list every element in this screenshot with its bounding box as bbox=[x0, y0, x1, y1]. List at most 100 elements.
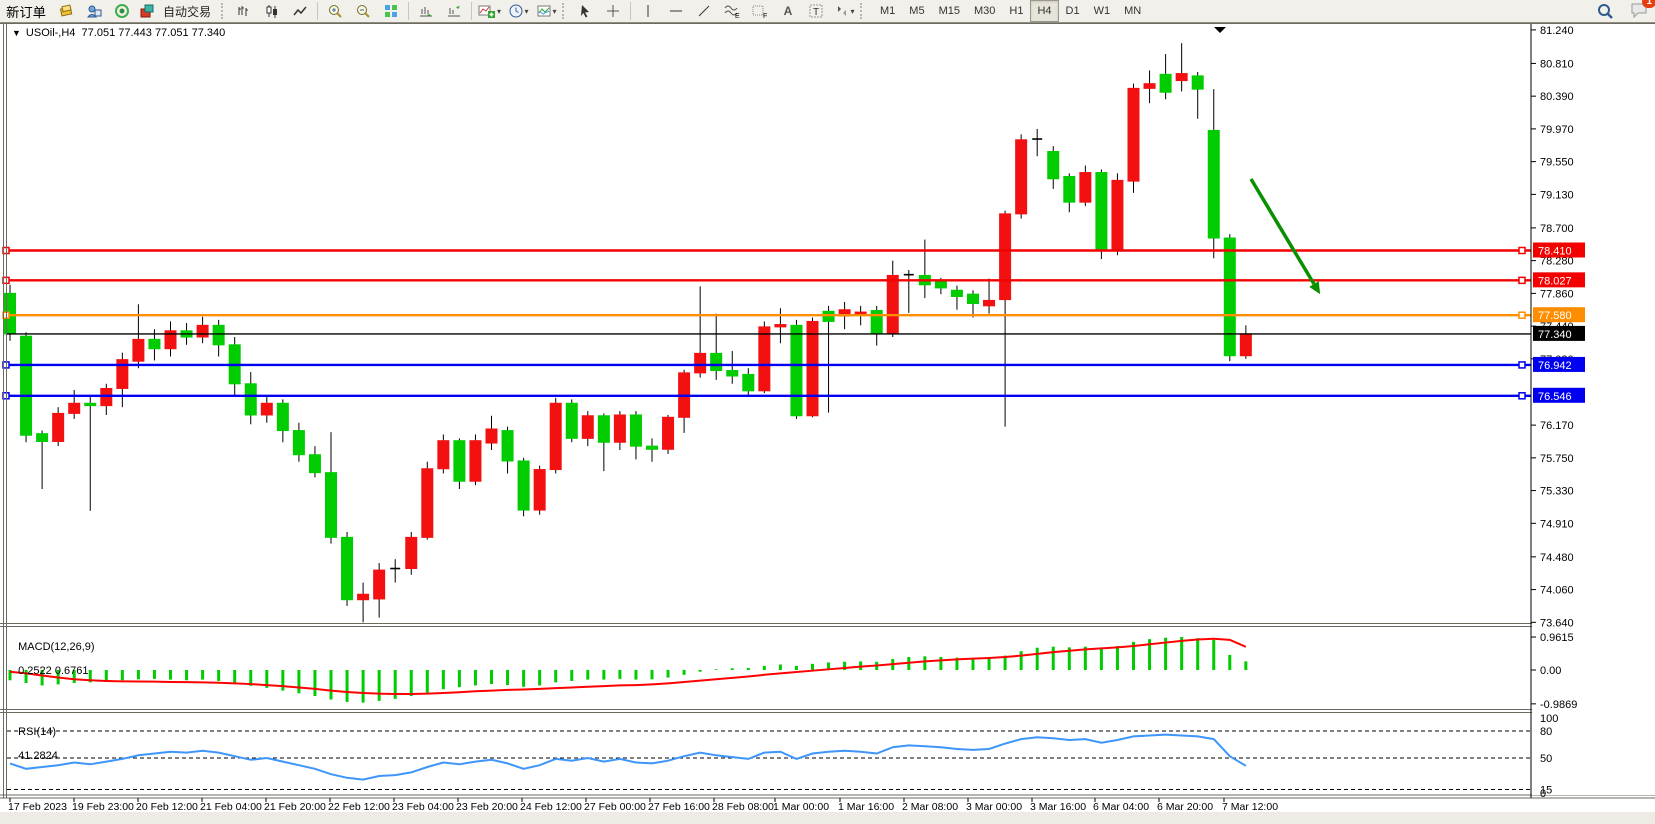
bull-candle bbox=[774, 324, 787, 328]
text-tool-icon[interactable]: A bbox=[783, 4, 793, 18]
indicators-icon[interactable]: ▾ bbox=[475, 0, 504, 22]
time-tick-label: 20 Feb 12:00 bbox=[136, 801, 198, 813]
bear-candle bbox=[212, 324, 225, 346]
hline-endpoint-marker bbox=[1518, 392, 1526, 400]
bull-candle bbox=[1239, 333, 1252, 357]
bear-candle bbox=[84, 402, 97, 407]
trendline-tool-icon[interactable] bbox=[690, 0, 718, 22]
bull-candle bbox=[196, 324, 209, 338]
price-tick-label: 80.390 bbox=[1540, 91, 1574, 103]
time-tick-label: 23 Feb 04:00 bbox=[392, 801, 454, 813]
bull-candle bbox=[758, 326, 771, 392]
timeframe-button-w1[interactable]: W1 bbox=[1093, 5, 1111, 17]
zoom-out-icon[interactable] bbox=[349, 0, 377, 22]
bear-candle bbox=[742, 373, 755, 392]
bear-candle bbox=[341, 536, 354, 601]
shapes-tool-icon[interactable]: ▾ bbox=[830, 0, 858, 22]
bear-candle bbox=[244, 383, 257, 416]
time-tick-label: 24 Feb 12:00 bbox=[520, 801, 582, 813]
bull-candle bbox=[983, 299, 996, 307]
bar-chart-icon[interactable] bbox=[230, 0, 258, 22]
rsi-tick-label: 15 bbox=[1540, 785, 1552, 797]
bear-candle bbox=[646, 445, 658, 450]
rsi-tick-label: 0 bbox=[1540, 788, 1546, 800]
grid-tool-icon[interactable]: F bbox=[746, 0, 774, 22]
bull-candle bbox=[52, 412, 65, 442]
fibonacci-tool-icon[interactable]: E bbox=[718, 0, 746, 22]
data-window-icon[interactable] bbox=[80, 0, 108, 22]
bear-candle bbox=[36, 433, 49, 442]
price-tick-label: 74.910 bbox=[1540, 518, 1574, 530]
notification-badge: 1 bbox=[1642, 0, 1655, 8]
search-icon[interactable] bbox=[1591, 0, 1619, 22]
period-clock-icon[interactable]: ▾ bbox=[504, 0, 532, 22]
line-chart-icon[interactable] bbox=[286, 0, 314, 22]
price-tick-label: 77.860 bbox=[1540, 288, 1574, 300]
time-tick-label: 6 Mar 04:00 bbox=[1093, 801, 1149, 813]
main-toolbar: 新订单 自动交易 ▾ ▾ ▾ bbox=[0, 0, 1655, 23]
horizontal-line-tool-icon[interactable] bbox=[662, 0, 690, 22]
auto-scroll-icon[interactable] bbox=[412, 0, 440, 22]
symbol-dropdown-icon[interactable]: ▼ bbox=[12, 28, 21, 38]
hline-endpoint-marker bbox=[1518, 361, 1526, 369]
bear-candle bbox=[934, 281, 947, 289]
notifications-chat-icon[interactable]: 1 bbox=[1629, 0, 1655, 22]
rsi-value: 41.2824 bbox=[18, 750, 58, 762]
new-order-button[interactable]: 新订单 bbox=[0, 1, 52, 21]
bear-candle bbox=[790, 324, 803, 417]
auto-trading-label: 自动交易 bbox=[162, 4, 211, 19]
hline-price-label-bg bbox=[1533, 387, 1585, 403]
bear-candle bbox=[597, 415, 610, 443]
price-tick-label: 75.750 bbox=[1540, 453, 1574, 465]
toolbar-grip bbox=[860, 3, 867, 19]
bear-candle bbox=[517, 460, 530, 511]
rsi-indicator-label: RSI(14) 41.2824 bbox=[12, 714, 58, 762]
candlestick-chart-icon[interactable] bbox=[258, 0, 286, 22]
cursor-icon[interactable] bbox=[571, 0, 599, 22]
timeframe-button-m15[interactable]: M15 bbox=[938, 5, 960, 17]
macd-indicator-label: MACD(12,26,9) 0.2522 0.6761 bbox=[12, 629, 95, 677]
vertical-line-tool-icon[interactable] bbox=[634, 0, 662, 22]
timeframe-button-m30[interactable]: M30 bbox=[973, 5, 996, 17]
market-watch-icon[interactable] bbox=[52, 0, 80, 22]
timeframe-button-d1[interactable]: D1 bbox=[1065, 5, 1080, 17]
price-tick-label: 81.240 bbox=[1540, 25, 1574, 37]
auto-trading-button[interactable]: 自动交易 bbox=[136, 0, 219, 22]
signals-icon[interactable] bbox=[108, 0, 136, 22]
chevron-down-icon: ▾ bbox=[552, 6, 557, 16]
bear-candle bbox=[1047, 151, 1060, 180]
bear-candle bbox=[501, 430, 514, 462]
bull-candle bbox=[1143, 83, 1156, 89]
bear-candle bbox=[20, 335, 33, 436]
time-tick-label: 21 Feb 04:00 bbox=[200, 801, 262, 813]
crosshair-icon[interactable] bbox=[599, 0, 627, 22]
chart-shift-icon[interactable] bbox=[440, 0, 468, 22]
zoom-in-icon[interactable] bbox=[321, 0, 349, 22]
template-icon[interactable]: ▾ bbox=[532, 0, 560, 22]
fibo-letter: E bbox=[735, 13, 740, 19]
annotation-arrow[interactable] bbox=[1249, 178, 1316, 285]
timeframe-button-mn[interactable]: MN bbox=[1124, 5, 1142, 17]
timeframe-button-m1[interactable]: M1 bbox=[880, 5, 896, 17]
current-price-label: 77.340 bbox=[1538, 329, 1572, 341]
price-axis[interactable]: 81.240 80.810 80.390 79.970 79.550 79.130 78.7… bbox=[1531, 25, 1585, 800]
bear-candle bbox=[148, 338, 161, 350]
macd-name: MACD(12,26,9) bbox=[18, 641, 95, 653]
time-tick-label: 6 Mar 20:00 bbox=[1157, 801, 1213, 813]
time-tick-label: 1 Mar 00:00 bbox=[773, 801, 829, 813]
timeframe-button-h4[interactable]: H4 bbox=[1030, 0, 1059, 22]
time-tick-label: 17 Feb 2023 bbox=[8, 801, 67, 813]
bear-candle bbox=[325, 472, 337, 538]
chevron-down-icon: ▾ bbox=[497, 6, 502, 16]
rsi-tick-label: 50 bbox=[1540, 753, 1552, 765]
bear-candle bbox=[710, 352, 723, 372]
bottom-strip bbox=[0, 812, 1655, 824]
grid-letter: F bbox=[763, 13, 767, 19]
tile-windows-icon[interactable] bbox=[377, 0, 405, 22]
time-axis[interactable]: 17 Feb 2023 19 Feb 23:00 20 Feb 12:00 21 Fe… bbox=[8, 798, 1278, 813]
label-tool-icon[interactable]: T bbox=[802, 0, 830, 22]
bull-candle bbox=[421, 468, 434, 538]
timeframe-button-m5[interactable]: M5 bbox=[909, 5, 925, 17]
timeframe-button-h1[interactable]: H1 bbox=[1009, 5, 1024, 17]
